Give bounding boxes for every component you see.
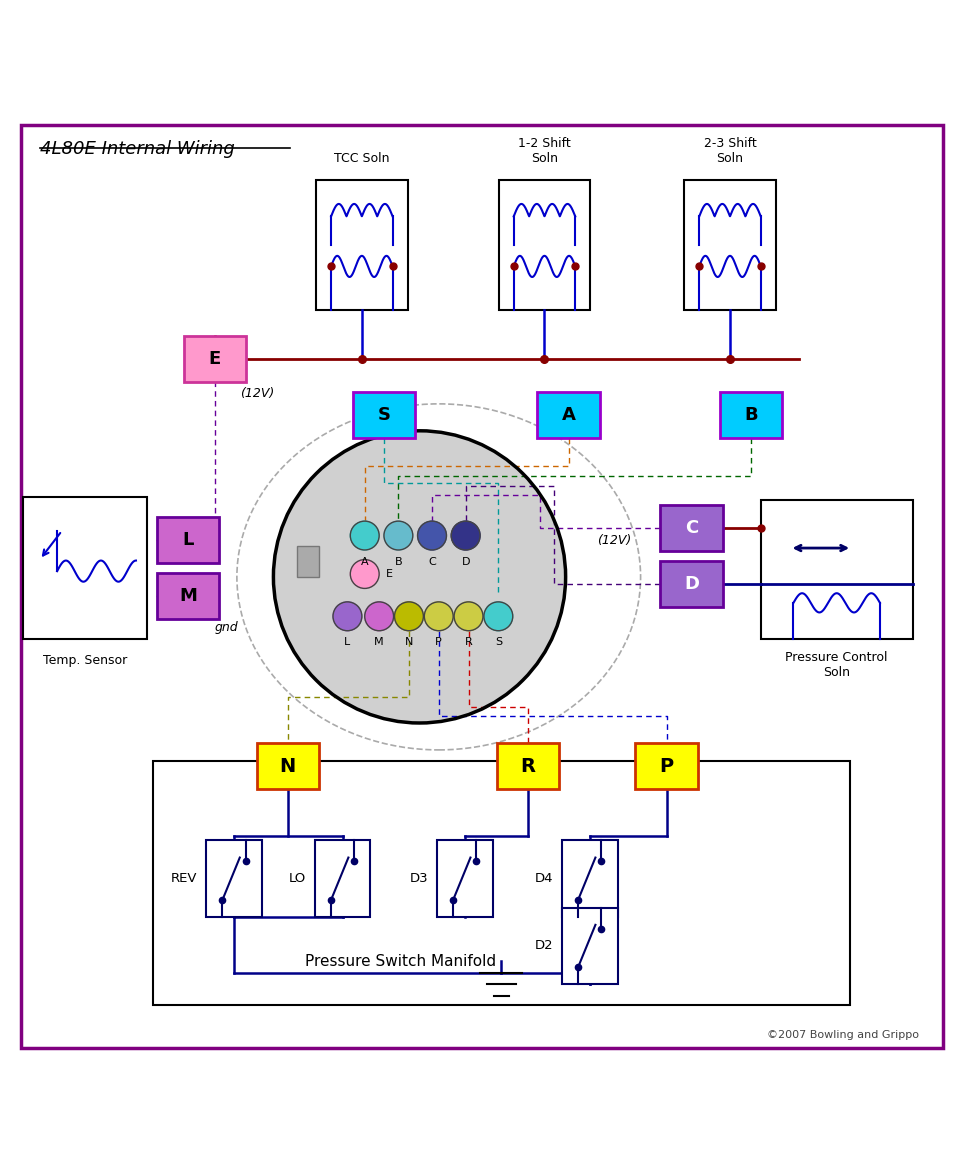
Text: C: C bbox=[684, 518, 698, 537]
Text: gnd: gnd bbox=[215, 622, 238, 635]
Text: A: A bbox=[361, 557, 368, 567]
Text: (12V): (12V) bbox=[240, 387, 274, 400]
Text: B: B bbox=[744, 406, 758, 425]
FancyBboxPatch shape bbox=[720, 392, 783, 439]
FancyBboxPatch shape bbox=[498, 181, 590, 310]
Circle shape bbox=[350, 521, 379, 550]
FancyBboxPatch shape bbox=[183, 335, 246, 381]
Text: Temp. Sensor: Temp. Sensor bbox=[42, 653, 127, 666]
Text: S: S bbox=[378, 406, 390, 425]
Circle shape bbox=[424, 602, 453, 631]
FancyBboxPatch shape bbox=[206, 840, 262, 917]
Text: D2: D2 bbox=[534, 940, 553, 952]
Circle shape bbox=[451, 521, 480, 550]
FancyBboxPatch shape bbox=[153, 761, 850, 1004]
FancyBboxPatch shape bbox=[156, 517, 219, 563]
FancyBboxPatch shape bbox=[256, 744, 319, 789]
FancyBboxPatch shape bbox=[761, 500, 913, 639]
FancyBboxPatch shape bbox=[635, 744, 698, 789]
Text: R: R bbox=[521, 757, 536, 775]
FancyBboxPatch shape bbox=[315, 840, 370, 917]
Circle shape bbox=[384, 521, 413, 550]
Text: M: M bbox=[179, 588, 197, 605]
Text: D: D bbox=[684, 575, 699, 592]
FancyBboxPatch shape bbox=[316, 181, 408, 310]
Text: M: M bbox=[374, 637, 384, 647]
Text: ©2007 Bowling and Grippo: ©2007 Bowling and Grippo bbox=[767, 1030, 920, 1040]
Circle shape bbox=[484, 602, 513, 631]
Circle shape bbox=[364, 602, 393, 631]
Text: D: D bbox=[462, 557, 469, 567]
Text: L: L bbox=[182, 531, 194, 549]
Text: N: N bbox=[405, 637, 414, 647]
Text: 4L80E Internal Wiring: 4L80E Internal Wiring bbox=[40, 140, 234, 157]
FancyBboxPatch shape bbox=[684, 181, 776, 310]
FancyBboxPatch shape bbox=[562, 908, 618, 984]
Text: 2-3 Shift
Soln: 2-3 Shift Soln bbox=[704, 137, 757, 165]
Text: TCC Soln: TCC Soln bbox=[335, 152, 389, 165]
FancyBboxPatch shape bbox=[437, 840, 493, 917]
Text: S: S bbox=[495, 637, 502, 647]
Text: D3: D3 bbox=[410, 873, 428, 886]
Text: Pressure Control
Soln: Pressure Control Soln bbox=[786, 651, 888, 679]
Text: L: L bbox=[344, 637, 351, 647]
Text: D4: D4 bbox=[535, 873, 553, 886]
Circle shape bbox=[274, 430, 566, 723]
Circle shape bbox=[454, 602, 483, 631]
FancyBboxPatch shape bbox=[660, 504, 723, 551]
Text: A: A bbox=[562, 406, 576, 425]
Text: REV: REV bbox=[171, 873, 198, 886]
FancyBboxPatch shape bbox=[298, 547, 318, 577]
FancyBboxPatch shape bbox=[22, 497, 147, 639]
FancyBboxPatch shape bbox=[156, 574, 219, 619]
Text: LO: LO bbox=[289, 873, 307, 886]
Text: 1-2 Shift
Soln: 1-2 Shift Soln bbox=[518, 137, 571, 165]
Text: P: P bbox=[659, 757, 674, 775]
Text: (12V): (12V) bbox=[597, 534, 631, 547]
Text: B: B bbox=[394, 557, 402, 567]
Text: E: E bbox=[208, 350, 221, 367]
FancyBboxPatch shape bbox=[353, 392, 415, 439]
Text: E: E bbox=[386, 569, 393, 579]
FancyBboxPatch shape bbox=[537, 392, 600, 439]
Text: R: R bbox=[465, 637, 472, 647]
FancyBboxPatch shape bbox=[562, 840, 618, 917]
Circle shape bbox=[394, 602, 423, 631]
Text: Pressure Switch Manifold: Pressure Switch Manifold bbox=[305, 954, 495, 969]
Text: P: P bbox=[436, 637, 442, 647]
Circle shape bbox=[350, 560, 379, 589]
Text: C: C bbox=[428, 557, 436, 567]
FancyBboxPatch shape bbox=[496, 744, 559, 789]
Circle shape bbox=[417, 521, 446, 550]
Text: N: N bbox=[280, 757, 296, 775]
FancyBboxPatch shape bbox=[660, 561, 723, 606]
Circle shape bbox=[333, 602, 362, 631]
